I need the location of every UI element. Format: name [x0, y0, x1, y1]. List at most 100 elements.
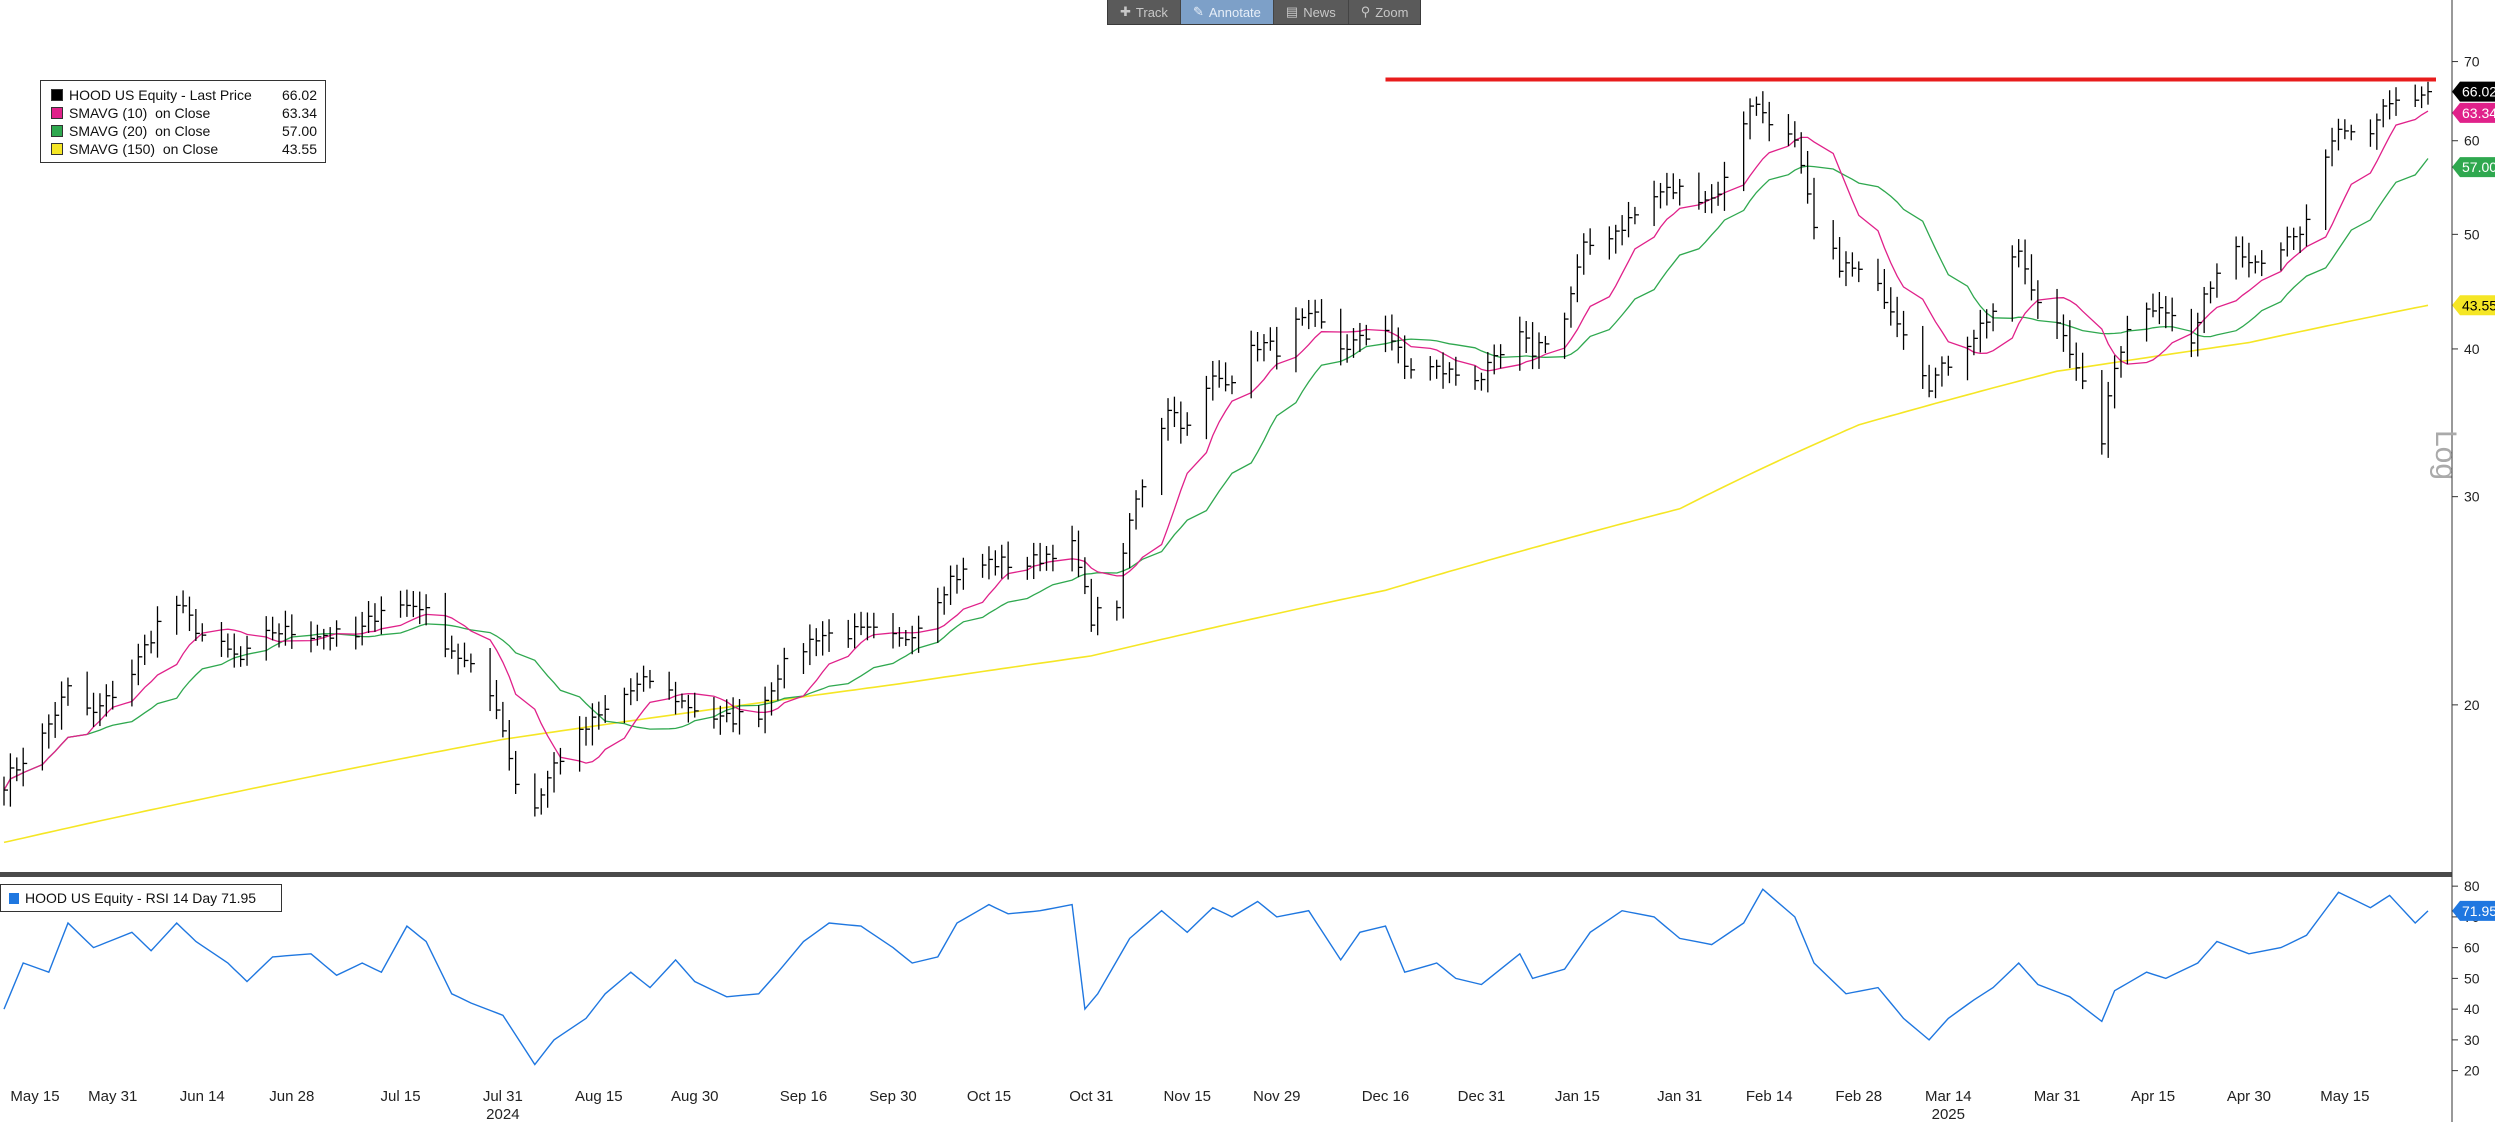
price-bar	[1397, 327, 1403, 364]
price-bar	[738, 699, 744, 735]
magnifier-icon: ⚲	[1360, 4, 1371, 19]
price-bar	[2337, 118, 2343, 151]
price-bar	[2395, 87, 2401, 116]
rsi-legend[interactable]: HOOD US Equity - RSI 14 Day 71.95	[0, 884, 282, 912]
x-tick-label: Jul 15	[381, 1088, 421, 1105]
price-legend[interactable]: HOOD US Equity - Last Price 66.02 SMAVG (…	[40, 80, 326, 163]
price-bar	[291, 614, 296, 649]
price-bar	[1525, 321, 1531, 353]
price-bar	[1806, 150, 1812, 204]
price-bar	[1084, 557, 1089, 595]
price-bar	[2158, 291, 2164, 325]
x-tick-label: Jul 31	[483, 1088, 523, 1105]
price-bar	[310, 621, 315, 653]
price-bar	[1045, 546, 1051, 571]
price-bar	[1902, 310, 1908, 350]
price-bar	[687, 694, 693, 723]
price-bar	[1973, 329, 1978, 356]
price-bar	[604, 695, 610, 723]
price-bar	[233, 633, 239, 668]
price-bar	[642, 665, 648, 692]
news-button[interactable]: ▤ News	[1274, 0, 1349, 24]
price-bar	[726, 699, 731, 723]
price-bar	[99, 693, 104, 727]
price-bar	[1135, 490, 1141, 530]
price-bar	[2107, 381, 2113, 458]
price-tag-shape	[2452, 157, 2495, 178]
y-tick-label: 70	[2464, 54, 2480, 70]
price-bar	[131, 659, 136, 707]
x-tick-label: Feb 28	[1835, 1088, 1882, 1105]
price-bar	[668, 671, 674, 700]
crosshair-icon: ✚	[1120, 4, 1131, 19]
price-bar	[1218, 360, 1224, 388]
price-bar	[1966, 336, 1972, 381]
price-bar	[770, 682, 776, 716]
rsi-tag-shape	[2452, 900, 2495, 921]
price-bar	[1250, 330, 1256, 399]
sma-20-line	[3, 158, 2429, 791]
price-bar	[246, 635, 252, 666]
price-bar	[860, 611, 866, 636]
x-tick-label: Jan 15	[1555, 1088, 1600, 1105]
zoom-button[interactable]: ⚲ Zoom	[1360, 4, 1409, 20]
price-bar	[1141, 479, 1147, 508]
price-bar	[1653, 180, 1659, 227]
price-bar	[1384, 315, 1390, 353]
price-bar	[2344, 119, 2349, 140]
price-bar	[1717, 181, 1723, 206]
price-bar	[1480, 372, 1486, 391]
price-bar	[271, 616, 277, 641]
x-tick-label: Mar 14	[1925, 1088, 1972, 1105]
x-tick-label: Dec 16	[1362, 1088, 1410, 1105]
price-bar	[598, 701, 603, 730]
price-bar	[515, 750, 520, 794]
track-button[interactable]: ✚ Track	[1108, 0, 1181, 24]
price-bar	[2197, 312, 2202, 357]
price-bar	[182, 590, 188, 614]
y-tick-label: 40	[2464, 341, 2480, 357]
price-bar	[1704, 190, 1710, 213]
price-bar	[2056, 288, 2062, 339]
price-bar	[1928, 364, 1934, 398]
price-bar	[994, 550, 1000, 576]
price-bar	[227, 633, 232, 658]
price-bar	[1986, 309, 1991, 339]
price-bar	[86, 671, 92, 716]
price-bar	[1352, 328, 1358, 358]
annotate-button[interactable]: ✎ Annotate	[1180, 0, 1274, 24]
price-bar	[1116, 600, 1121, 621]
price-bar	[591, 703, 597, 746]
price-bar	[943, 586, 949, 615]
price-bar	[2350, 124, 2356, 141]
y-tick-label: 50	[2464, 970, 2480, 986]
price-tag-label: 43.55	[2462, 297, 2495, 313]
price-bar	[1167, 398, 1173, 441]
price-bar	[2369, 119, 2375, 147]
price-bar	[822, 621, 827, 656]
price-bar	[905, 629, 910, 646]
price-bar	[1429, 356, 1435, 381]
x-tick-label: Nov 29	[1253, 1088, 1301, 1105]
price-bar	[559, 747, 565, 775]
price-bar	[1544, 335, 1550, 354]
price-bar	[1698, 172, 1703, 210]
price-bar	[636, 672, 642, 702]
price-bar	[2024, 239, 2030, 285]
price-bar	[809, 624, 814, 666]
news-icon: ▤	[1285, 4, 1299, 19]
price-bar	[2216, 263, 2221, 298]
price-bar	[406, 589, 411, 617]
price-bar	[2069, 320, 2074, 369]
price-bar	[1838, 237, 1844, 278]
year-label: 2025	[1932, 1106, 1965, 1122]
price-bar	[22, 747, 28, 787]
price-bar	[847, 619, 853, 648]
price-bar	[2388, 90, 2394, 120]
price-bar	[1947, 355, 1953, 376]
price-bar	[898, 627, 904, 647]
price-bar	[1365, 324, 1371, 346]
price-bar	[2235, 236, 2241, 280]
price-bar	[2030, 254, 2036, 301]
x-tick-label: Jan 31	[1657, 1088, 1702, 1105]
